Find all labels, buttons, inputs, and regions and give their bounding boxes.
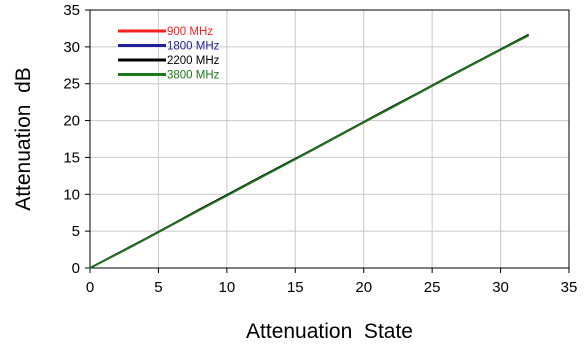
x-tick-label: 0 [86,279,94,296]
y-tick-label: 10 [63,186,80,203]
plot-frame [89,9,570,269]
x-tick-label: 5 [154,279,162,296]
x-tick-label: 20 [355,279,372,296]
x-tick-label: 30 [492,279,509,296]
x-tick-label: 10 [219,279,236,296]
x-axis-label: Attenuation State [246,320,413,343]
y-tick-label: 30 [63,39,80,56]
y-tick-label: 5 [72,223,80,240]
legend-label: 900 MHz [167,26,213,38]
legend: 900 MHz 1800 MHz 2200 MHz 3800 MHz [118,26,220,82]
legend-label: 1800 MHz [167,41,220,53]
x-tick-label: 35 [561,279,578,296]
x-tick-label: 25 [424,279,441,296]
y-tick-label: 0 [72,260,80,277]
series-layer [89,34,529,269]
y-tick-label: 25 [63,76,80,93]
y-axis-label: Attenuation dB [12,67,35,211]
series-line-3800-mhz [89,34,529,269]
axis-layer: 0 5 10 15 20 25 30 35 0 5 10 15 20 25 30 35 [63,2,577,296]
x-tick-label: 15 [287,279,304,296]
grid-layer [90,10,569,268]
y-tick-label: 15 [63,149,80,166]
y-tick-label: 20 [63,113,80,130]
legend-label: 2200 MHz [167,55,220,67]
legend-label: 3800 MHz [167,70,220,82]
y-tick-label: 35 [63,2,80,19]
